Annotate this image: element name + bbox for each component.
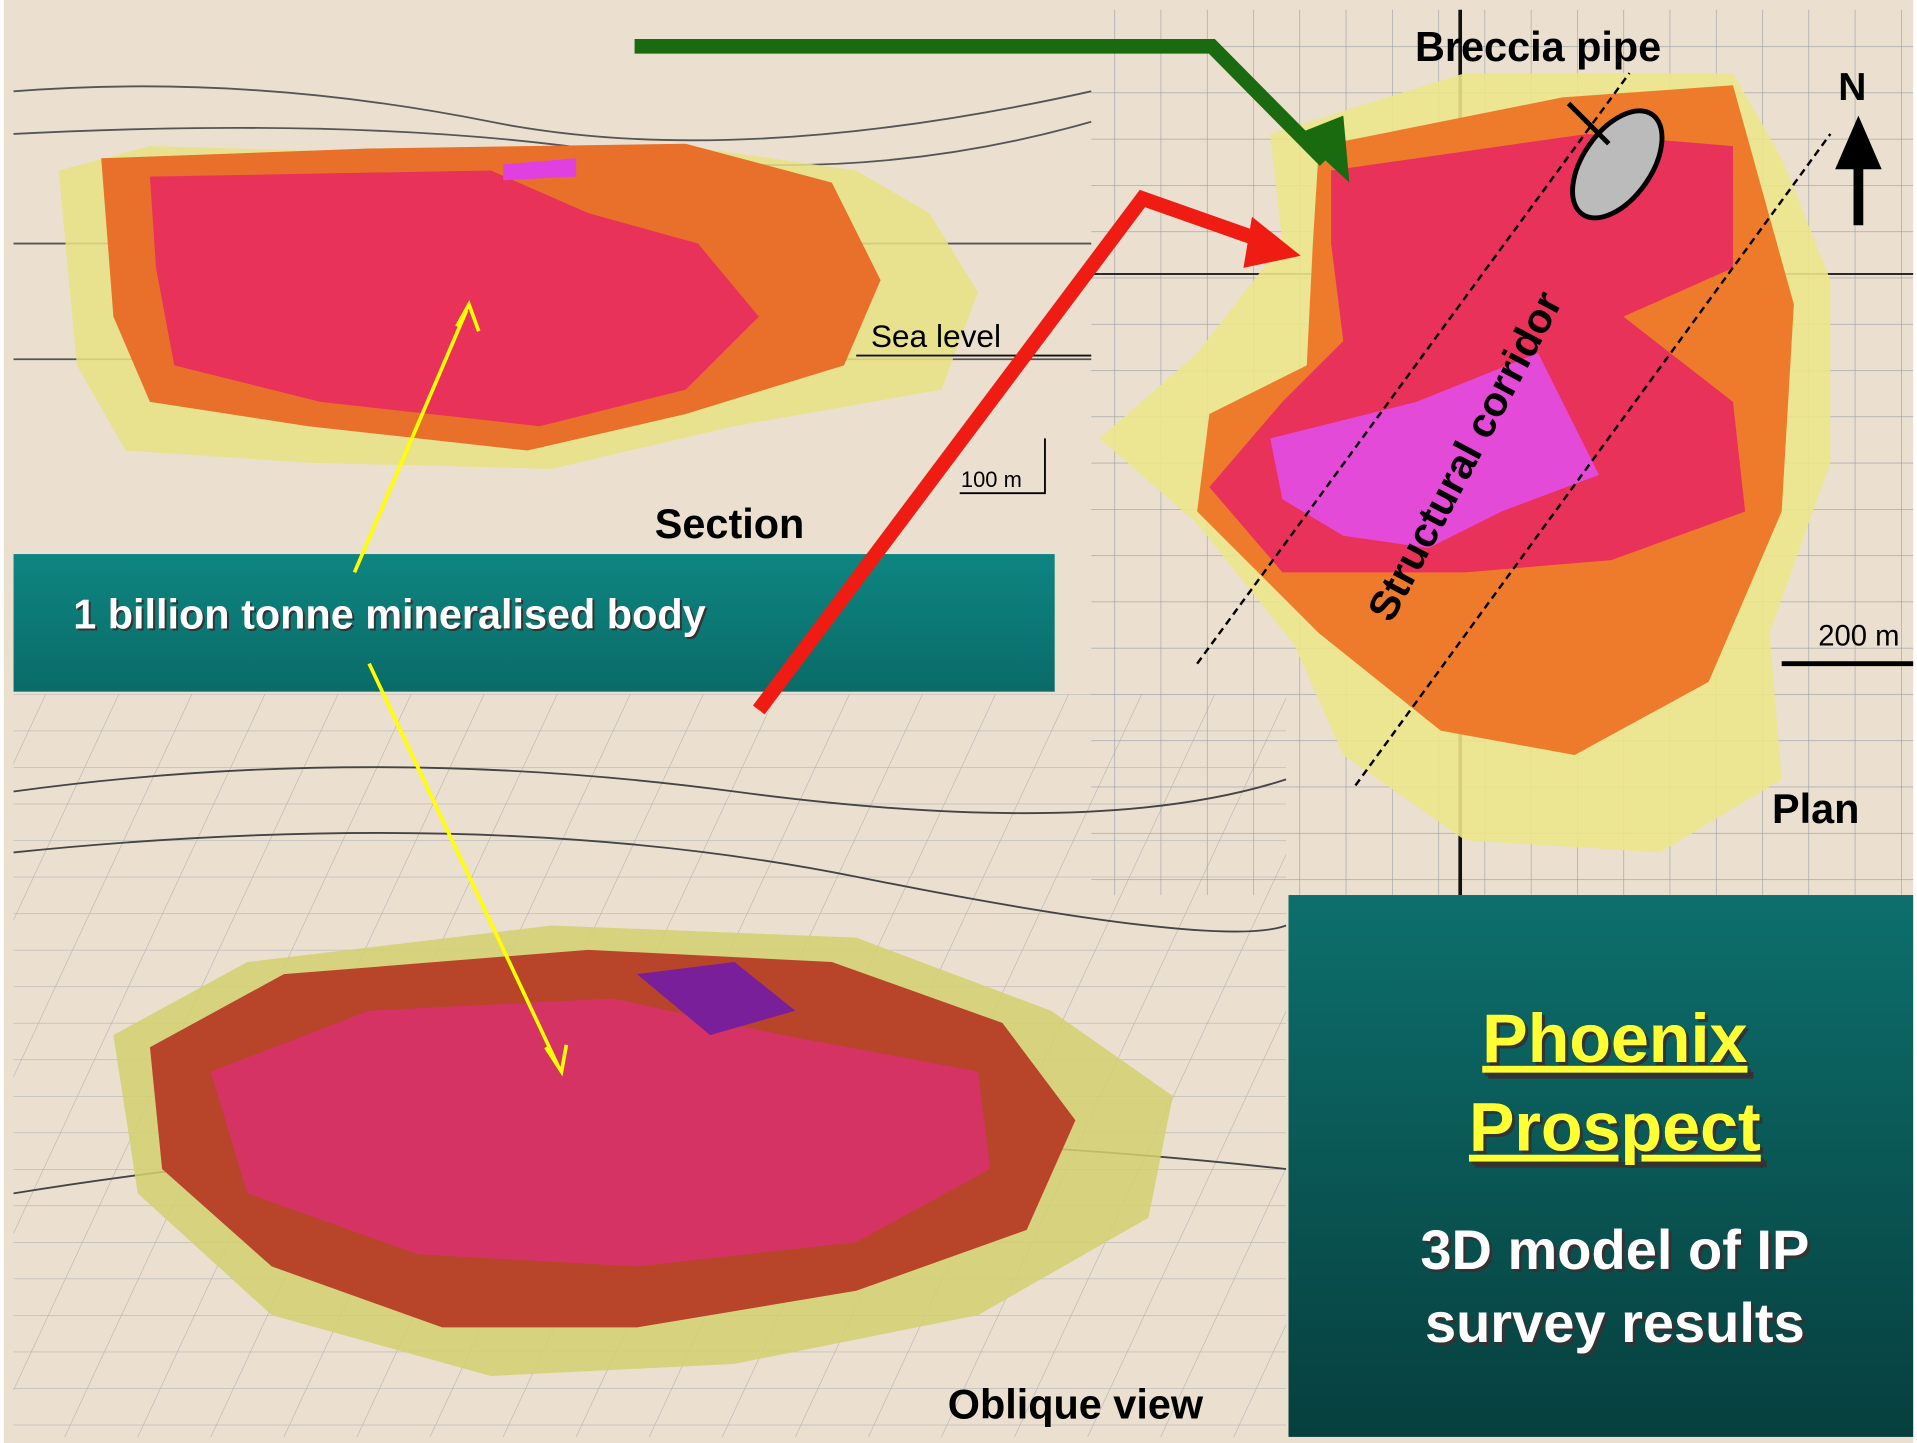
pointer-oblique (367, 662, 569, 1077)
section-view: Sea level 100 m Section (13, 9, 1092, 547)
section-peak (503, 158, 577, 181)
breccia-label: Breccia pipe (1415, 24, 1661, 70)
plan-label: Plan (1772, 786, 1859, 832)
section-core (149, 170, 759, 427)
corridor-edge (1196, 72, 1631, 665)
title-box (1288, 895, 1914, 1437)
breccia-pipe (1570, 108, 1665, 221)
oblique-core (210, 998, 991, 1267)
plan-view: Breccia pipe Structural corridor N 200 m… (1091, 9, 1914, 896)
subtitle-line: survey results (1425, 1291, 1805, 1354)
red-arrowhead (1243, 216, 1301, 268)
green-arrow (634, 38, 1331, 166)
section-scale-label: 100 m (961, 467, 1022, 492)
subtitle-line: 3D model of IP (1420, 1218, 1809, 1281)
corridor-edge (1354, 133, 1832, 787)
oblique-label: Oblique view (948, 1382, 1204, 1428)
callout-text: 1 billion tonne mineralised body (73, 591, 705, 637)
sea-level-label: Sea level (871, 318, 1001, 354)
plan-scale-label: 200 m (1818, 620, 1899, 652)
red-arrow (752, 189, 1273, 715)
section-scale-bar (959, 438, 1046, 495)
north-label: N (1838, 66, 1866, 109)
breccia-pointer (1566, 101, 1611, 146)
north-arrow (1835, 115, 1882, 226)
title-line: Prospect (1469, 1090, 1761, 1166)
title-line: Phoenix (1482, 1001, 1747, 1077)
section-label: Section (655, 501, 805, 547)
pointer-section (352, 300, 481, 574)
oblique-peak (637, 962, 796, 1036)
oblique-view: Oblique view (13, 694, 1287, 1437)
green-arrowhead (1297, 115, 1350, 183)
plan-peak (1270, 353, 1600, 548)
callout-band (13, 554, 1055, 692)
